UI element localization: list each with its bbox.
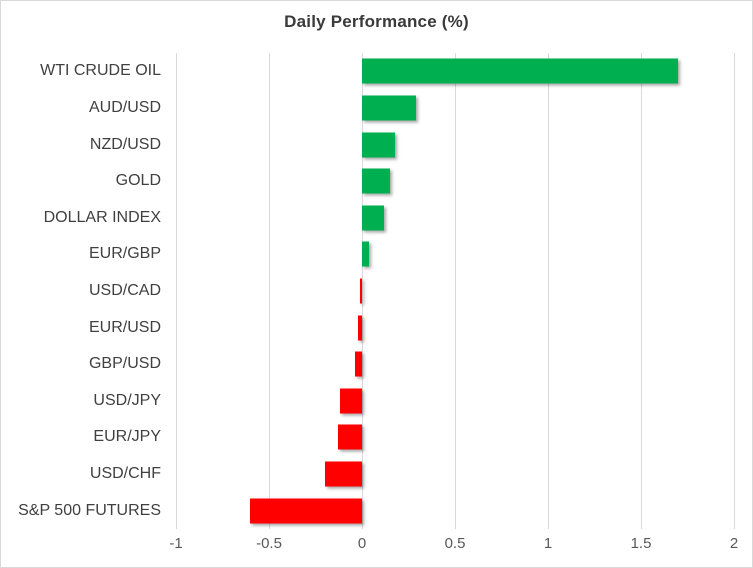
- category-label-eur-jpy: EUR/JPY: [93, 428, 161, 446]
- bar-row: [176, 53, 734, 90]
- bar-row: [176, 346, 734, 383]
- bar-dollar-index: [362, 205, 385, 231]
- category-label-aud-usd: AUD/USD: [88, 98, 161, 116]
- bar-row: [176, 382, 734, 419]
- bar-s-p-500-futures: [250, 498, 362, 524]
- category-label-nzd-usd: NZD/USD: [89, 135, 161, 153]
- plot-area: [175, 53, 735, 529]
- category-label-usd-cad: USD/CAD: [88, 281, 161, 299]
- category-label-gbp-usd: GBP/USD: [88, 355, 161, 373]
- bar-usd-cad: [360, 278, 362, 304]
- bar-nzd-usd: [362, 132, 396, 158]
- category-label-usd-jpy: USD/JPY: [93, 391, 161, 409]
- bar-aud-usd: [362, 95, 416, 121]
- bar-row: [176, 419, 734, 456]
- bar-row: [176, 199, 734, 236]
- x-tick-label: -1: [169, 535, 183, 552]
- bar-row: [176, 273, 734, 310]
- bar-row: [176, 492, 734, 529]
- category-label-s-p-500-futures: S&P 500 FUTURES: [18, 501, 161, 519]
- bar-row: [176, 456, 734, 493]
- x-tick-label: 1.5: [630, 535, 652, 552]
- gridline: [547, 53, 549, 529]
- category-label-eur-usd: EUR/USD: [88, 318, 161, 336]
- x-tick-label: 2: [729, 535, 739, 552]
- bar-usd-jpy: [339, 388, 362, 414]
- category-label-dollar-index: DOLLAR INDEX: [43, 208, 161, 226]
- x-tick-label: 1: [543, 535, 553, 552]
- value-axis: -1 -0.5 0 0.5 1 1.5 2: [169, 535, 738, 555]
- bar-row: [176, 309, 734, 346]
- bar-wti-crude-oil: [362, 58, 679, 84]
- bar-eur-gbp: [362, 241, 370, 267]
- category-label-gold: GOLD: [115, 172, 161, 190]
- bar-eur-usd: [358, 315, 362, 341]
- gridline: [454, 53, 456, 529]
- gridline: [268, 53, 270, 529]
- category-axis: WTI CRUDE OIL AUD/USD NZD/USD GOLD DOLLAR IN…: [1, 53, 161, 529]
- category-label-usd-chf: USD/CHF: [89, 465, 161, 482]
- gridline: [361, 53, 363, 529]
- chart-title: Daily Performance (%): [284, 12, 469, 31]
- gridline: [175, 53, 177, 529]
- bar-rows: [176, 53, 734, 529]
- x-tick-label: 0.5: [444, 535, 466, 552]
- bar-row: [176, 236, 734, 273]
- bar-row: [176, 126, 734, 163]
- x-tick-label: 0: [357, 535, 367, 552]
- category-label-wti-crude-oil: WTI CRUDE OIL: [40, 62, 161, 80]
- bar-usd-chf: [324, 461, 362, 487]
- bar-gold: [362, 168, 390, 194]
- gridline: [733, 53, 735, 529]
- x-tick-label: -0.5: [256, 535, 282, 552]
- bar-gbp-usd: [354, 351, 362, 377]
- gridline: [640, 53, 642, 529]
- bar-eur-jpy: [337, 424, 362, 450]
- bar-row: [176, 163, 734, 200]
- category-label-eur-gbp: EUR/GBP: [88, 245, 161, 263]
- bar-row: [176, 90, 734, 127]
